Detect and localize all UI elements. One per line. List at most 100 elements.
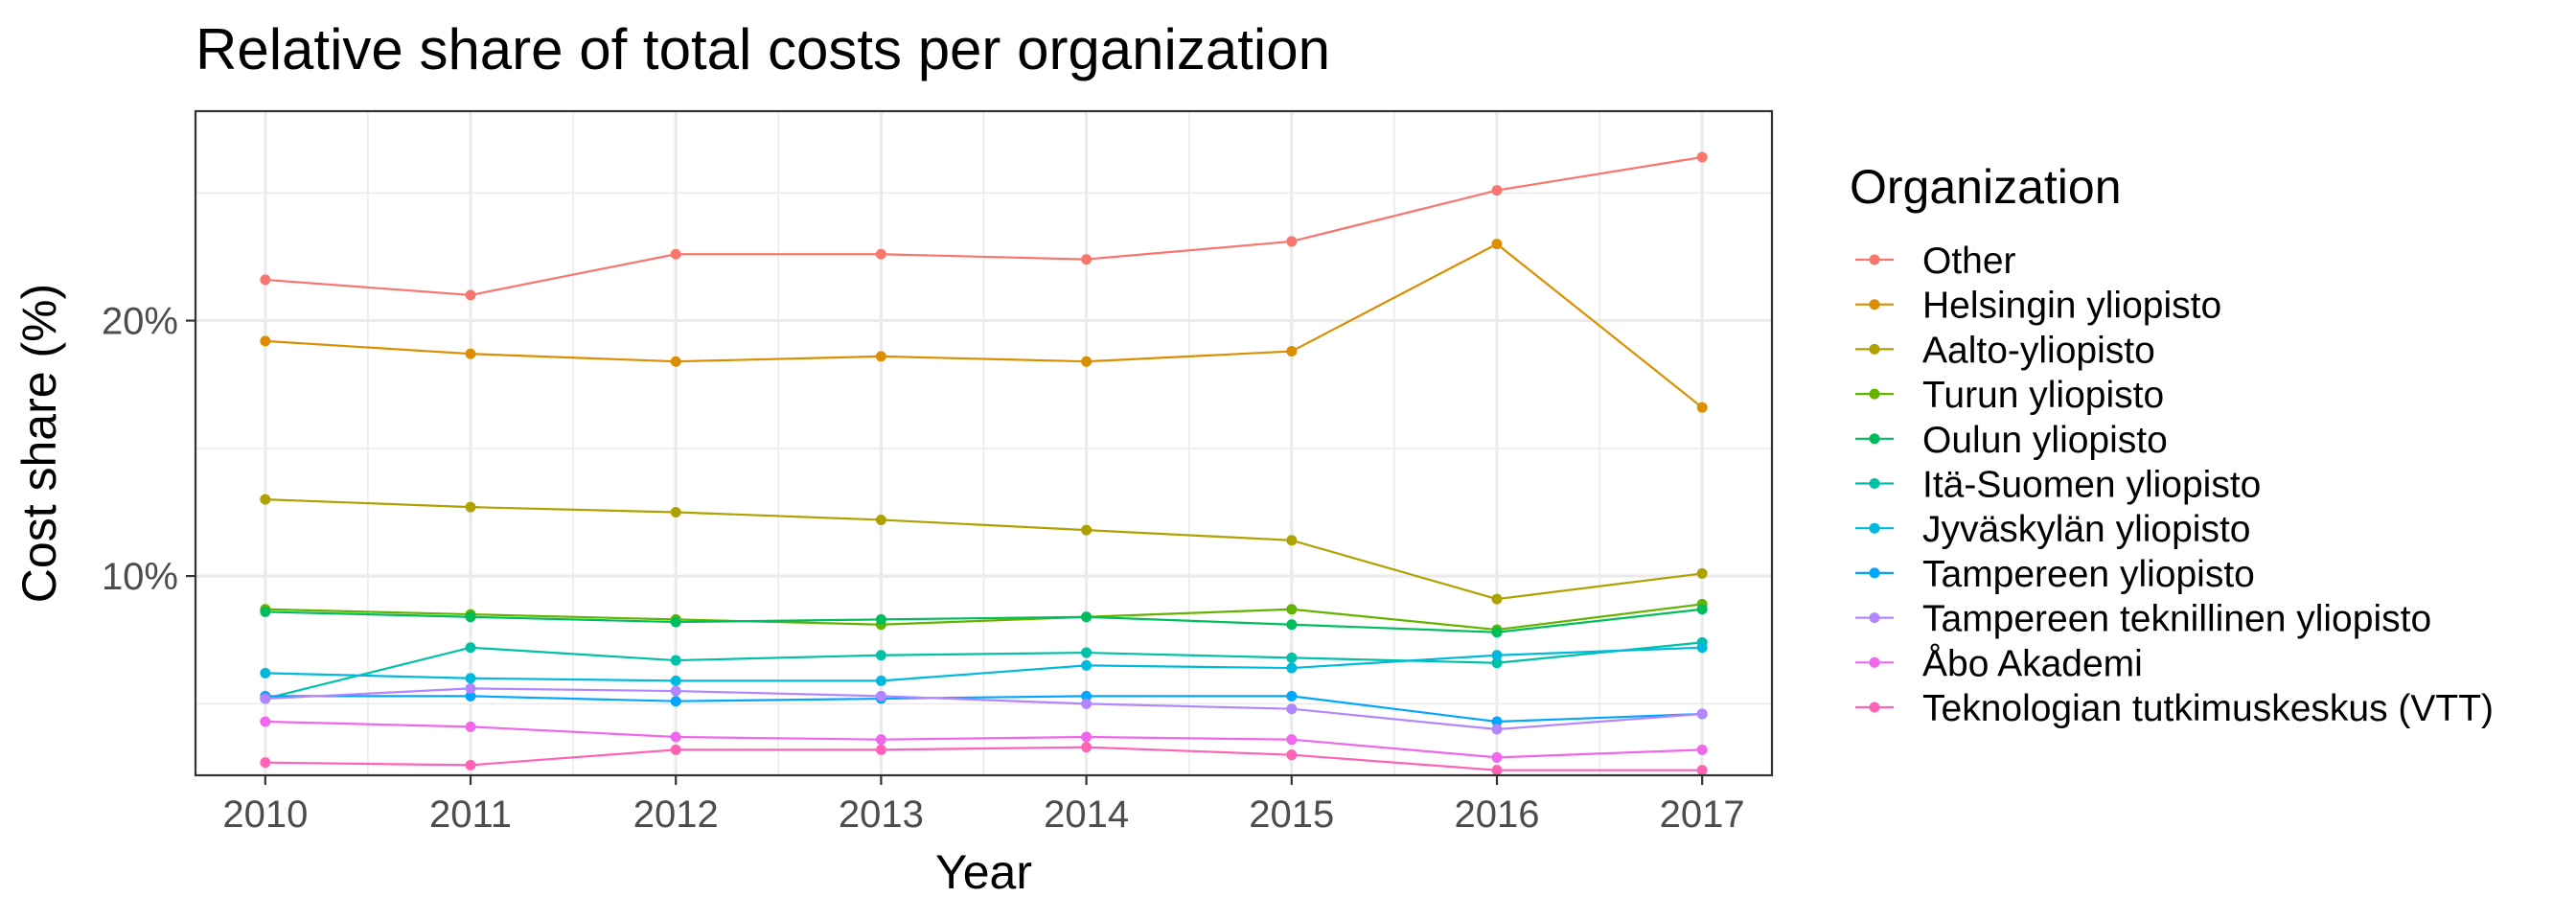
legend-label: Aalto-yliopisto [1922, 330, 2155, 371]
series-8 [260, 682, 1708, 735]
series-10 [260, 742, 1708, 776]
data-point [1081, 524, 1092, 536]
data-point [875, 514, 886, 525]
data-point [875, 675, 886, 686]
data-point [875, 351, 886, 362]
data-point [1081, 356, 1092, 367]
legend-key-point [1869, 656, 1880, 668]
legend-label: Helsingin yliopisto [1922, 286, 2221, 327]
data-point [1696, 765, 1708, 776]
data-point [1491, 765, 1503, 776]
data-point [260, 335, 271, 347]
series-9 [260, 716, 1708, 763]
data-point [1081, 742, 1092, 753]
data-point [875, 613, 886, 625]
legend-key-point [1869, 433, 1880, 445]
series-line [264, 687, 1703, 731]
series-1 [260, 239, 1708, 413]
series-line [264, 603, 1703, 632]
y-axis-title: Cost share (%) [12, 284, 66, 603]
x-tick-label: 2015 [1249, 794, 1334, 836]
data-point [1286, 346, 1298, 357]
data-point [1491, 716, 1503, 727]
legend-item: Helsingin yliopisto [1855, 286, 2221, 327]
legend-label: Teknologian tutkimuskeskus (VTT) [1922, 688, 2494, 729]
data-point [1696, 567, 1708, 579]
data-point [1491, 593, 1503, 605]
legend-title: Organization [1850, 160, 2122, 214]
legend-key-point [1869, 612, 1880, 624]
data-point [465, 642, 476, 654]
data-point [260, 667, 271, 678]
data-point [1286, 703, 1298, 715]
legend-item: Oulun yliopisto [1855, 420, 2168, 461]
x-tick-label: 2012 [633, 794, 719, 836]
series-line [264, 155, 1703, 297]
legend-label: Itä-Suomen yliopisto [1922, 465, 2261, 506]
legend-item: Tampereen yliopisto [1855, 554, 2255, 595]
data-point [670, 744, 681, 755]
legend-item: Teknologian tutkimuskeskus (VTT) [1855, 688, 2494, 729]
data-point [260, 274, 271, 286]
data-point [465, 673, 476, 684]
series-4 [260, 604, 1708, 638]
series-line [264, 695, 1703, 724]
data-point [875, 744, 886, 755]
series-6 [260, 642, 1708, 686]
data-point [465, 501, 476, 513]
legend-key-point [1869, 343, 1880, 355]
data-point [875, 248, 886, 260]
data-point [1286, 535, 1298, 546]
plot-panel [194, 109, 1774, 777]
data-point [260, 716, 271, 727]
data-point [1286, 236, 1298, 247]
data-point [1286, 652, 1298, 663]
data-point [1491, 627, 1503, 638]
series-line [264, 641, 1703, 701]
data-point [1491, 650, 1503, 661]
data-point [465, 348, 476, 359]
legend-key-point [1869, 299, 1880, 310]
data-point [1081, 254, 1092, 265]
data-point [465, 690, 476, 702]
legend-label: Tampereen yliopisto [1922, 554, 2255, 595]
data-point [1081, 698, 1092, 709]
data-point [1696, 604, 1708, 615]
data-point [1696, 151, 1708, 163]
x-tick-label: 2017 [1660, 794, 1745, 836]
legend-key-point [1869, 478, 1880, 489]
grid [196, 111, 1772, 775]
data-point [1081, 690, 1092, 702]
data-point [670, 685, 681, 697]
series-lines [260, 151, 1708, 776]
data-point [1286, 749, 1298, 761]
data-point [670, 655, 681, 666]
data-point [670, 731, 681, 743]
data-point [670, 356, 681, 367]
legend-item: Turun yliopisto [1855, 375, 2164, 416]
data-point [1696, 402, 1708, 413]
x-axis-title: Year [935, 845, 1032, 899]
data-point [465, 682, 476, 694]
data-point [260, 757, 271, 769]
x-tick-label: 2011 [429, 794, 512, 836]
legend-label: Tampereen teknillinen yliopisto [1922, 599, 2431, 640]
data-point [1286, 734, 1298, 746]
data-point [1696, 744, 1708, 755]
data-point [875, 690, 886, 702]
legend-key-point [1869, 522, 1880, 534]
data-point [875, 650, 886, 661]
data-point [1491, 239, 1503, 250]
data-point [465, 289, 476, 301]
series-line [264, 498, 1703, 601]
legend-item: Other [1855, 241, 2016, 282]
legend-key-point [1869, 254, 1880, 265]
y-tick-label: 10% [102, 556, 178, 598]
chart-title: Relative share of total costs per organi… [196, 17, 1330, 81]
y-tick-label: 20% [102, 301, 178, 343]
data-point [670, 506, 681, 518]
series-2 [260, 494, 1708, 605]
series-line [264, 646, 1703, 682]
